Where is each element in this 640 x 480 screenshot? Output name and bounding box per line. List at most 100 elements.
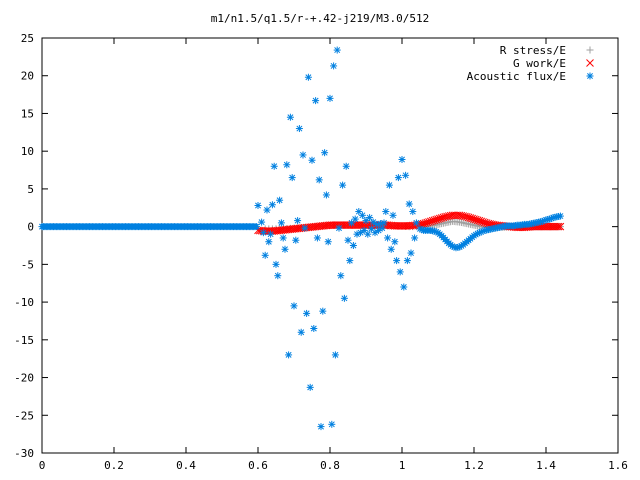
- data-point: [303, 309, 311, 317]
- data-point: [391, 238, 399, 246]
- data-point: [465, 236, 473, 244]
- data-point: [288, 174, 296, 182]
- data-point: [412, 219, 420, 227]
- data-series: [38, 46, 565, 431]
- data-point: [326, 221, 334, 229]
- data-point: [335, 224, 343, 232]
- data-point: [394, 174, 402, 182]
- data-point: [409, 208, 417, 216]
- y-tick-label: 25: [21, 32, 34, 45]
- data-point: [400, 283, 408, 291]
- data-point: [384, 234, 392, 242]
- data-point: [450, 211, 459, 220]
- data-point: [279, 234, 287, 242]
- data-point: [342, 162, 350, 170]
- data-point: [360, 221, 369, 229]
- y-tick-label: -20: [14, 372, 34, 385]
- data-point: [315, 176, 323, 184]
- data-point: [457, 242, 465, 250]
- data-point: [322, 191, 330, 199]
- data-point: [276, 196, 284, 204]
- x-tick-label: 1.6: [608, 459, 628, 472]
- legend-label: Acoustic flux/E: [467, 70, 566, 83]
- data-point: [399, 222, 408, 230]
- x-tick-label: 0.6: [248, 459, 268, 472]
- data-point: [348, 219, 356, 227]
- data-point: [542, 222, 550, 231]
- data-point: [385, 181, 393, 189]
- data-point: [371, 229, 379, 237]
- data-point: [447, 241, 455, 249]
- data-point: [270, 162, 278, 170]
- data-point: [543, 222, 552, 231]
- data-point: [375, 226, 383, 234]
- data-point: [313, 234, 321, 242]
- y-tick-label: -15: [14, 334, 34, 347]
- data-point: [545, 222, 554, 231]
- x-tick-label: 1: [399, 459, 406, 472]
- data-point: [538, 222, 547, 231]
- data-point: [358, 221, 367, 229]
- x-tick-label: 1.4: [536, 459, 556, 472]
- y-tick-label: 0: [27, 221, 34, 234]
- y-tick-label: -30: [14, 447, 34, 460]
- data-point: [294, 217, 302, 225]
- data-point: [547, 222, 556, 231]
- data-point: [396, 222, 405, 230]
- x-tick-label: 0.8: [320, 459, 340, 472]
- data-point: [344, 236, 352, 244]
- data-point: [263, 206, 271, 214]
- data-point: [369, 218, 377, 226]
- chart-title: m1/n1.5/q1.5/r-+.42-j219/M3.0/512: [211, 12, 430, 25]
- data-point: [468, 233, 476, 241]
- legend-marker: [586, 72, 594, 80]
- data-point: [261, 251, 269, 259]
- data-point: [357, 229, 365, 237]
- data-point: [387, 245, 395, 253]
- data-point: [331, 351, 339, 359]
- data-point: [283, 161, 291, 169]
- data-point: [328, 420, 336, 428]
- x-tick-label: 1.2: [464, 459, 484, 472]
- data-point: [346, 257, 354, 265]
- data-point: [544, 215, 552, 223]
- data-point: [324, 238, 332, 246]
- data-point: [253, 223, 261, 231]
- data-point: [265, 238, 273, 246]
- data-point: [290, 302, 298, 310]
- data-point: [277, 219, 285, 227]
- data-point: [403, 257, 411, 265]
- x-tick-label: 0.2: [104, 459, 124, 472]
- y-tick-label: 20: [21, 70, 34, 83]
- legend-label: R stress/E: [500, 44, 566, 57]
- data-point: [333, 46, 341, 54]
- data-point: [411, 234, 419, 242]
- data-point: [393, 257, 401, 265]
- data-point: [329, 221, 338, 229]
- data-point: [297, 328, 305, 336]
- data-point: [299, 151, 307, 159]
- data-point: [292, 236, 300, 244]
- series-2: [38, 46, 564, 431]
- data-point: [306, 383, 314, 391]
- data-point: [326, 94, 334, 102]
- data-point: [258, 218, 266, 226]
- axis-ticks: 0 0.2 0.4 0.6 0.8 1 1.2 1.4 1.6 25 20 15 10 5 0 -5 -10 -1…: [14, 32, 628, 472]
- data-point: [394, 222, 403, 230]
- data-point: [274, 272, 282, 280]
- data-point: [366, 214, 374, 222]
- data-point: [267, 230, 275, 238]
- data-point: [554, 222, 563, 231]
- y-tick-label: -25: [14, 409, 34, 422]
- data-point: [378, 224, 386, 232]
- data-point: [317, 423, 325, 431]
- y-tick-label: -10: [14, 296, 34, 309]
- data-point: [551, 222, 559, 231]
- data-point: [364, 230, 372, 238]
- data-point: [310, 325, 318, 332]
- data-point: [351, 215, 359, 223]
- x-tick-label: 0.4: [176, 459, 196, 472]
- data-point: [295, 125, 303, 133]
- data-point: [312, 97, 320, 105]
